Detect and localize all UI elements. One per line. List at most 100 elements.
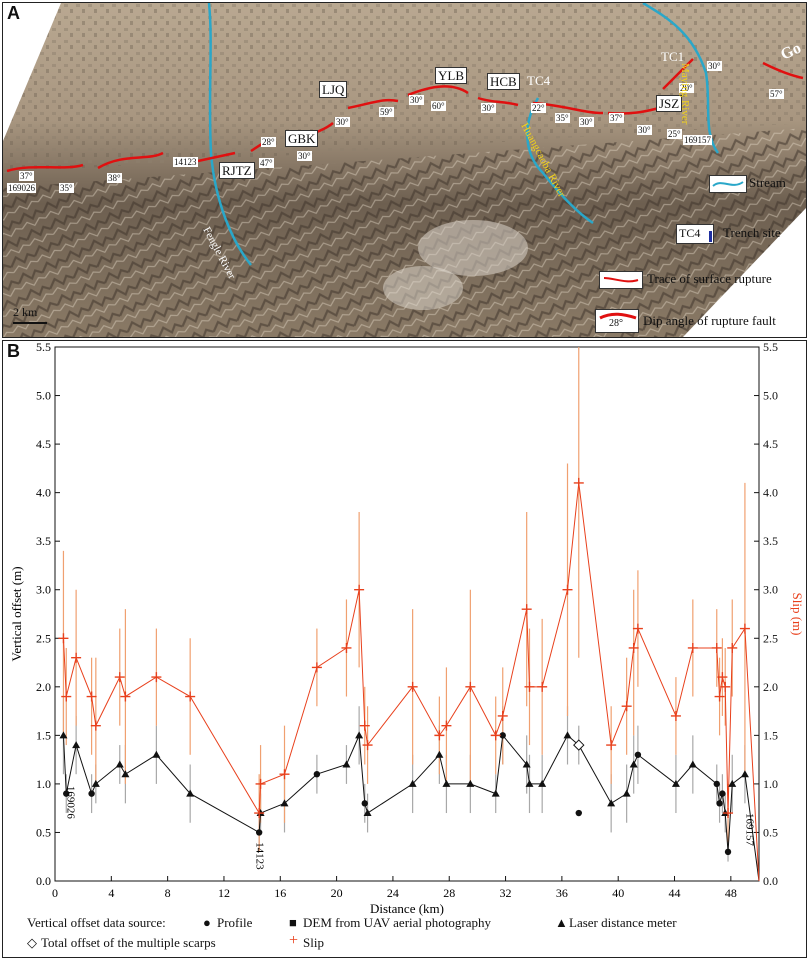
y2-tick-label: 5.5 [763,341,778,354]
dip-label: 60° [431,101,446,111]
offset-point-laser [491,789,500,797]
trench-legend-icon: TC4 [676,224,714,244]
slip-point [717,672,728,683]
dip-label: 30° [297,151,312,161]
marker-169026: 169026 [7,183,36,193]
y-tick-label: 0.5 [36,825,51,839]
dip-label: 28° [261,137,276,147]
dip-label: 35° [59,183,74,193]
legend-profile: Profile [217,915,253,930]
y-tick-label: 1.0 [36,777,51,791]
river-label-maying: Maying River [679,63,691,125]
dip-label: 30° [637,125,652,135]
y-tick-label: 1.5 [36,728,51,742]
site-label-ljq: LJQ [319,81,348,98]
slip-point [71,652,82,663]
y-tick-label: 4.0 [36,486,51,500]
offset-point-laser [563,731,572,739]
annotation-label: 169026 [65,786,77,820]
maying-river [642,3,720,154]
offset-point-laser [728,779,737,787]
dip-label: 59° [379,107,394,117]
slip-point [311,662,322,673]
x-tick-label: 4 [108,886,114,900]
slip-point [521,604,532,615]
dip-label: 47° [259,158,274,168]
legend-trench: Trench site [723,225,781,240]
offset-point-total [573,739,585,751]
y2-tick-label: 3.5 [763,534,778,548]
legend-total: Total offset of the multiple scarps [41,935,216,950]
dip-label: 37° [609,113,624,123]
slip-point [606,740,617,751]
x-tick-label: 16 [274,886,286,900]
slip-point [362,740,373,751]
x-tick-label: 32 [500,886,512,900]
site-label-hcb: HCB [487,73,520,90]
offset-point-laser [466,779,475,787]
slip-point [151,672,162,683]
panel-a-letter: A [7,3,20,23]
x-tick-label: 8 [165,886,171,900]
slip-point [621,701,632,712]
y-tick-label: 3.0 [36,583,51,597]
marker-169157: 169157 [683,135,712,145]
scale-bar: 2 km [13,303,47,324]
y-axis-label: Vertical offset (m) [9,566,24,661]
legend-stream: Stream [749,175,786,190]
offset-point-laser [408,779,417,787]
rupture-trace [6,58,804,173]
offset-point-laser [629,760,638,768]
slip-point [185,691,196,702]
slip-point [90,720,101,731]
dip-label: 38° [107,173,122,183]
dip-legend-icon: 28° [595,309,639,333]
offset-point-laser [442,779,451,787]
profile-legend-icon: ● [203,915,211,930]
offset-point-laser [72,741,81,749]
annotation-label: 169157 [743,813,755,847]
y-tick-label: 2.5 [36,631,51,645]
slip-point [441,720,452,731]
slip-point [490,730,501,741]
slip-point [632,623,643,634]
satellite-map [3,3,806,337]
dip-label: 30° [481,103,496,113]
fengle-river [207,3,252,266]
offset-point-profile [63,790,70,797]
huangcaoba-river [526,97,594,225]
dip-label: 57° [769,89,784,99]
x-tick-label: 28 [443,886,455,900]
offset-point-profile [88,790,95,797]
slip-point [573,477,584,488]
offset-point-profile [634,751,642,758]
site-label-gbk: GBK [285,130,319,147]
dip-label: 30° [579,117,594,127]
y2-tick-label: 0.5 [763,825,778,839]
legend-slip: Slip [303,935,324,950]
x-tick-label: 36 [556,886,568,900]
slip-point [58,633,69,644]
y-tick-label: 3.5 [36,534,51,548]
dem-legend-icon: ■ [289,915,297,930]
dip-label: 22° [531,103,546,113]
y-tick-label: 5.5 [36,341,51,354]
x-tick-label: 44 [669,886,681,900]
marker-14123: 14123 [173,157,198,167]
chart-panel: B 0.0 0.0 0.5 0.5 1.0 1.0 1.5 1.5 2.0 2.0 2.5 2.5 3.… [2,340,807,958]
x-tick-label: 0 [52,886,58,900]
slip-point [714,691,725,702]
offset-point-profile [716,800,723,807]
dip-label: 25° [667,129,682,139]
site-label-rjtz: RJTZ [219,162,255,179]
offset-point-laser [152,750,161,758]
legend-laser: Laser distance meter [569,915,677,930]
laser-legend-icon: ▲ [555,915,568,930]
offset-point-laser [671,779,680,787]
plot-frame [54,346,760,882]
offset-series-line [62,734,760,882]
legend-source-title: Vertical offset data source: [27,915,166,930]
slip-point [711,642,722,653]
slip-point [670,710,681,721]
offset-point-laser [740,770,749,778]
